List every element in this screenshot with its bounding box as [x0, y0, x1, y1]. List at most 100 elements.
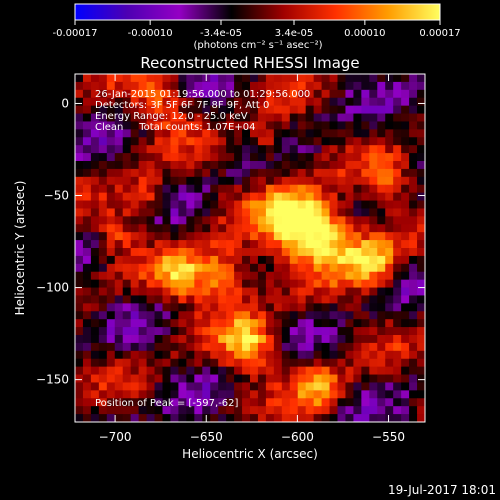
heatmap-cell — [345, 311, 354, 320]
heatmap-cell — [146, 327, 155, 336]
heatmap-cell — [98, 342, 108, 352]
heatmap-cell — [90, 161, 100, 170]
heatmap-cell — [162, 366, 171, 375]
heatmap-cell — [130, 382, 140, 391]
heatmap-cell — [353, 406, 362, 415]
heatmap-cell — [385, 145, 394, 154]
heatmap-cell — [82, 414, 92, 422]
heatmap-cell — [98, 89, 108, 99]
heatmap-cell — [90, 97, 100, 107]
heatmap-cell — [377, 287, 386, 296]
heatmap-cell — [202, 271, 211, 281]
heatmap-cell — [242, 153, 251, 162]
heatmap-cell — [257, 287, 267, 296]
heatmap-cell — [250, 168, 259, 178]
heatmap-cell — [75, 145, 84, 154]
heatmap-cell — [297, 97, 307, 107]
heatmap-cell — [377, 248, 386, 257]
heatmap-cell — [202, 319, 211, 328]
heatmap-cell — [265, 366, 275, 375]
heatmap-cell — [305, 311, 315, 320]
heatmap-cell — [210, 255, 219, 265]
heatmap-cell — [409, 279, 418, 288]
heatmap-cell — [321, 287, 330, 296]
heatmap-cell — [162, 358, 171, 368]
heatmap-cell — [234, 414, 243, 422]
heatmap-cell — [130, 319, 140, 328]
heatmap-cell — [162, 145, 171, 154]
heatmap-cell — [98, 145, 108, 154]
heatmap-cell — [329, 271, 338, 281]
heatmap-cell — [218, 81, 227, 91]
heatmap-cell — [265, 406, 275, 415]
heatmap-cell — [265, 398, 275, 407]
heatmap-cell — [82, 121, 92, 130]
heatmap-cell — [297, 200, 307, 209]
heatmap-cell — [257, 271, 267, 281]
heatmap-cell — [154, 303, 163, 312]
heatmap-cell — [170, 327, 179, 336]
heatmap-cell — [329, 398, 338, 407]
y-tick-label: 0 — [61, 96, 69, 110]
heatmap-cell — [234, 303, 243, 312]
heatmap-cell — [202, 390, 211, 399]
heatmap-cell — [82, 279, 92, 288]
heatmap-cell — [210, 390, 219, 399]
plot-frame — [74, 73, 426, 423]
heatmap-cell — [353, 216, 362, 225]
heatmap-cell — [305, 240, 315, 249]
heatmap-cell — [353, 224, 362, 233]
heatmap-cell — [329, 382, 338, 391]
heatmap-cell — [313, 137, 322, 146]
heatmap-cell — [194, 279, 203, 288]
heatmap-cell — [393, 303, 402, 312]
heatmap-cell — [202, 350, 211, 360]
heatmap-cell — [170, 287, 179, 296]
heatmap-cell — [75, 74, 84, 83]
heatmap-cell — [170, 414, 179, 422]
heatmap-cell — [265, 161, 275, 170]
heatmap-cell — [313, 414, 322, 422]
heatmap-cell — [242, 374, 251, 383]
heatmap-cell — [265, 303, 275, 312]
heatmap-cell — [122, 382, 132, 391]
heatmap-cell — [170, 105, 179, 114]
heatmap-cell — [321, 311, 330, 320]
heatmap-cell — [361, 121, 370, 130]
heatmap-cell — [417, 406, 425, 415]
heatmap-cell — [130, 200, 140, 209]
heatmap-cell — [401, 279, 410, 288]
heatmap-cell — [297, 327, 307, 336]
heatmap-cell — [257, 216, 267, 225]
heatmap-cell — [194, 342, 203, 352]
heatmap-cell — [202, 121, 211, 130]
heatmap-cell — [210, 184, 219, 194]
heatmap-cell — [186, 216, 195, 225]
heatmap-cell — [337, 406, 346, 415]
heatmap-cell — [202, 295, 211, 304]
heatmap-cell — [250, 406, 259, 415]
heatmap-cell — [281, 224, 291, 233]
heatmap-cell — [265, 240, 275, 249]
heatmap-cell — [321, 105, 330, 114]
heatmap-cell — [138, 406, 147, 415]
heatmap-cell — [178, 153, 187, 162]
heatmap-cell — [313, 105, 322, 114]
heatmap-cell — [122, 81, 132, 91]
heatmap-cell — [337, 398, 346, 407]
heatmap-cell — [226, 358, 235, 368]
heatmap-cell — [194, 145, 203, 154]
heatmap-cell — [202, 303, 211, 312]
heatmap-cell — [281, 255, 291, 265]
heatmap-cell — [114, 232, 124, 241]
heatmap-cell — [273, 232, 283, 241]
heatmap-cell — [401, 255, 410, 265]
heatmap-cell — [417, 121, 425, 130]
heatmap-cell — [122, 398, 132, 407]
heatmap-cell — [75, 327, 84, 336]
heatmap-cell — [305, 232, 315, 241]
heatmap-cell — [345, 184, 354, 194]
heatmap-cell — [122, 121, 132, 130]
heatmap-cell — [98, 350, 108, 360]
heatmap-cell — [98, 390, 108, 399]
